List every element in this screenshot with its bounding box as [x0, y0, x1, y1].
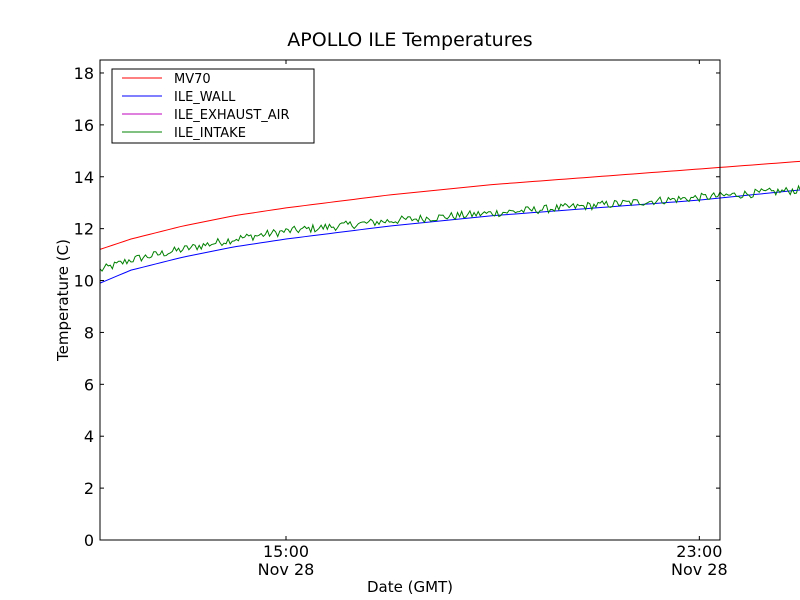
x-tick-time-label: 15:00 — [263, 542, 309, 561]
x-tick-date-label: Nov 28 — [258, 560, 315, 579]
y-axis-label: Temperature (C) — [54, 239, 72, 362]
legend-box — [111, 68, 315, 144]
y-tick-label: 18 — [74, 64, 94, 83]
legend-label-ile-intake: ILE_INTAKE — [174, 126, 246, 141]
legend-label-ile-exhaust-air: ILE_EXHAUST_AIR — [174, 108, 290, 123]
x-tick-time-label: 23:00 — [676, 542, 722, 561]
y-tick-label: 4 — [84, 427, 94, 446]
series-line-mv70 — [99, 160, 800, 250]
x-axis-label: Date (GMT) — [367, 578, 453, 596]
y-tick-label: 0 — [84, 531, 94, 550]
y-tick-label: 14 — [74, 168, 94, 187]
legend-label-mv70: MV70 — [174, 72, 211, 87]
x-tick-date-label: Nov 28 — [671, 560, 728, 579]
y-tick-label: 12 — [74, 220, 94, 239]
plot-frame — [99, 59, 721, 541]
series-line-ile-wall — [99, 189, 800, 284]
y-tick-label: 6 — [84, 375, 94, 394]
y-tick-label: 10 — [74, 272, 94, 291]
y-tick-label: 2 — [84, 479, 94, 498]
legend-label-ile-wall: ILE_WALL — [174, 90, 236, 105]
chart-title: APOLLO ILE Temperatures — [287, 29, 532, 51]
series-line-ile-intake — [99, 184, 800, 272]
y-tick-label: 8 — [84, 323, 94, 342]
y-tick-label: 16 — [74, 116, 94, 135]
legend: MV70 ILE_WALL ILE_EXHAUST_AIR ILE_INTAKE — [111, 68, 315, 144]
